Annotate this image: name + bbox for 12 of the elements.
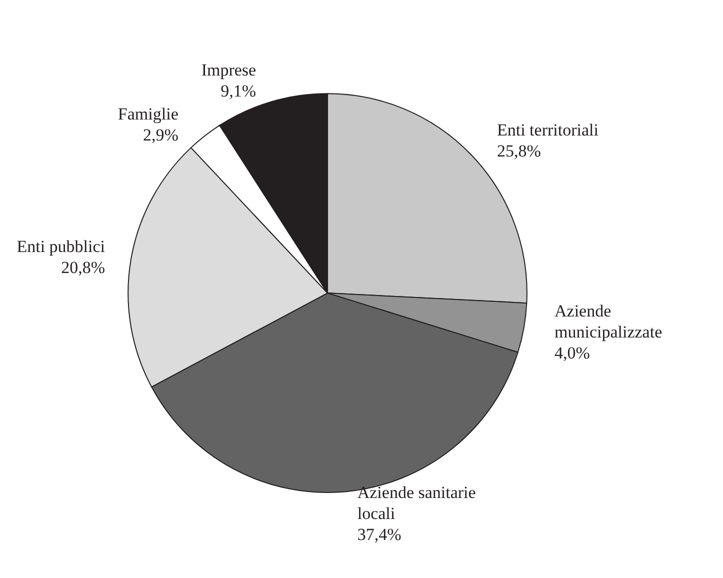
slice-label: Enti territoriali xyxy=(496,120,599,140)
data-label: 9,1% xyxy=(220,82,256,101)
data-label: 25,8% xyxy=(496,141,541,160)
slice-label: Enti pubblici xyxy=(16,237,106,256)
data-label: 20,8% xyxy=(61,258,106,278)
slice-label: Imprese xyxy=(201,60,256,80)
data-label: 2,9% xyxy=(142,126,178,145)
slice-label: Famiglie xyxy=(118,104,178,124)
slice-label: Aziende sanitarie locali xyxy=(357,482,480,523)
data-label: 37,4% xyxy=(357,524,402,544)
slice-label: Aziende municipalizzate xyxy=(554,301,662,342)
data-label: 4,0% xyxy=(554,343,590,362)
